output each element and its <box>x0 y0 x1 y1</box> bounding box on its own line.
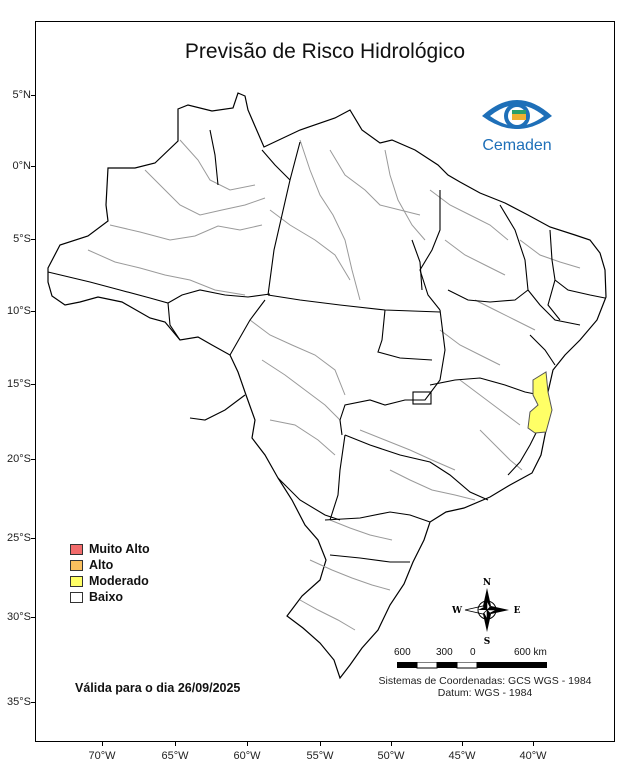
lat-label-15s: 15°S <box>7 378 31 390</box>
lat-label-35s: 35°S <box>7 696 31 708</box>
compass-rose-icon: N S W E <box>451 578 521 645</box>
legend: Muito Alto Alto Moderado Baixo <box>70 541 150 605</box>
legend-label: Moderado <box>89 574 149 588</box>
lon-label-60w: 60°W <box>233 750 261 762</box>
scale-label-300: 300 <box>436 647 453 658</box>
lon-tick <box>462 742 463 746</box>
scale-bar: 600 300 0 600 km <box>392 647 552 671</box>
lon-tick <box>533 742 534 746</box>
lat-label-30s: 30°S <box>7 611 31 623</box>
lon-label-55w: 55°W <box>306 750 334 762</box>
scale-label-0: 0 <box>470 647 476 658</box>
lon-tick <box>391 742 392 746</box>
scale-label-600: 600 <box>394 647 411 658</box>
lat-tick <box>31 166 35 167</box>
lat-label-5n: 5°N <box>12 89 31 101</box>
legend-item-baixo: Baixo <box>70 589 150 605</box>
lat-tick <box>31 617 35 618</box>
legend-swatch <box>70 543 83 555</box>
compass-n: N <box>483 578 491 588</box>
country-outline <box>47 92 607 680</box>
lat-tick <box>31 538 35 539</box>
valid-date-text: Válida para o dia 26/09/2025 <box>75 681 241 695</box>
scale-label-600km: 600 km <box>514 647 547 658</box>
moderado-region <box>527 371 553 434</box>
lat-tick <box>31 95 35 96</box>
lat-tick <box>31 384 35 385</box>
lat-tick <box>31 459 35 460</box>
lon-label-65w: 65°W <box>161 750 189 762</box>
crs-line-2: Datum: WGS - 1984 <box>437 687 533 699</box>
lat-tick <box>31 239 35 240</box>
legend-item-muito-alto: Muito Alto <box>70 541 150 557</box>
scale-bar-graphic <box>397 662 547 669</box>
map-title: Previsão de Risco Hidrológico <box>184 40 466 63</box>
lat-label-10s: 10°S <box>7 305 31 317</box>
legend-item-moderado: Moderado <box>70 573 150 589</box>
legend-swatch <box>70 575 83 587</box>
lat-tick <box>31 702 35 703</box>
lat-label-20s: 20°S <box>7 453 31 465</box>
lon-tick <box>102 742 103 746</box>
legend-label: Alto <box>89 558 114 572</box>
compass-w: W <box>451 606 463 616</box>
basin-borders <box>87 139 581 631</box>
lat-label-0: 0°N <box>12 160 31 172</box>
legend-swatch <box>70 591 83 603</box>
lon-label-45w: 45°W <box>448 750 476 762</box>
legend-swatch <box>70 559 83 571</box>
legend-item-alto: Alto <box>70 557 150 573</box>
legend-label: Baixo <box>89 590 124 604</box>
lon-label-70w: 70°W <box>88 750 116 762</box>
compass-s: S <box>484 637 491 645</box>
coordinate-system-text: Sistemas de Coordenadas: GCS WGS - 1984 … <box>360 675 610 699</box>
state-borders <box>47 129 606 563</box>
lon-tick <box>175 742 176 746</box>
logo-text: Cemaden <box>482 137 552 154</box>
lon-tick <box>320 742 321 746</box>
lat-tick <box>31 311 35 312</box>
federal-district <box>412 391 432 405</box>
lat-label-25s: 25°S <box>7 532 31 544</box>
lon-label-40w: 40°W <box>519 750 547 762</box>
lon-label-50w: 50°W <box>377 750 405 762</box>
cemaden-eye-icon <box>482 100 552 129</box>
compass-e: E <box>514 606 521 616</box>
legend-label: Muito Alto <box>89 542 150 556</box>
lon-tick <box>247 742 248 746</box>
crs-line-1: Sistemas de Coordenadas: GCS WGS - 1984 <box>378 675 592 687</box>
lat-label-5s: 5°S <box>13 233 31 245</box>
